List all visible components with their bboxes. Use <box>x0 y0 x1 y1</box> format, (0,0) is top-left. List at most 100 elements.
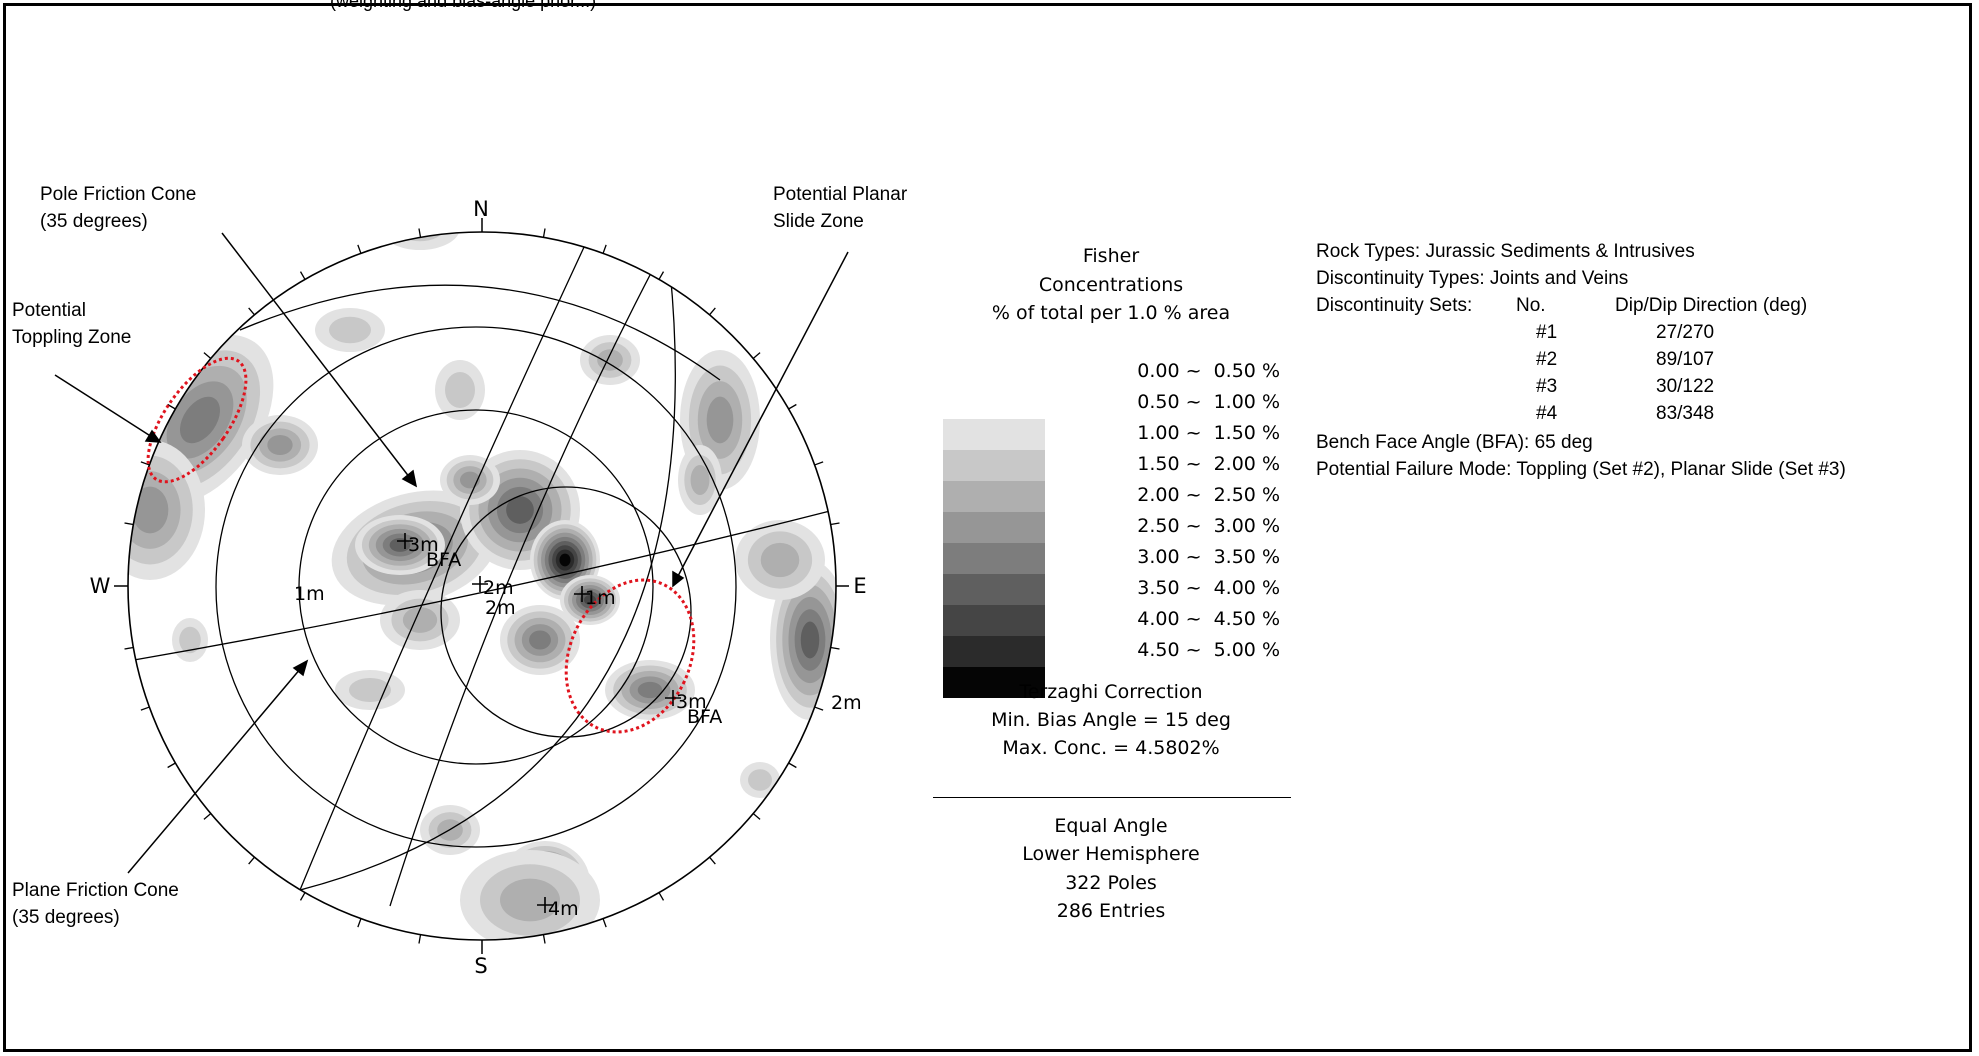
contour-blob <box>584 595 596 605</box>
azimuth-tick <box>814 461 824 466</box>
pole-cone-arrow-head <box>401 469 418 488</box>
contour-blob <box>800 621 820 659</box>
great-circles <box>133 244 831 907</box>
contour-blob <box>402 607 438 633</box>
figure-frame <box>3 3 1972 1052</box>
azimuth-tick <box>788 403 797 410</box>
legend-swatch <box>943 512 1045 543</box>
azimuth-tick <box>788 762 797 769</box>
legend-range-label: 1.00 ~ 1.50 % <box>1137 422 1280 444</box>
legend-range-label: 3.00 ~ 3.50 % <box>1137 546 1280 568</box>
planar-slide-zone-outline <box>564 578 696 734</box>
contour-blob <box>597 349 623 371</box>
legend-range-label: 3.50 ~ 4.00 % <box>1137 577 1280 599</box>
azimuth-tick <box>752 813 761 820</box>
azimuth-tick <box>814 706 824 711</box>
set-marker-label: BFA <box>426 549 461 571</box>
contour-blob <box>329 316 371 344</box>
north-label: N <box>473 197 489 221</box>
azimuth-tick <box>658 892 665 901</box>
west-label: W <box>90 574 111 598</box>
set-marker-label: 3m <box>676 691 707 713</box>
azimuth-ticks <box>124 228 840 944</box>
contour-blob <box>760 542 800 578</box>
azimuth-tick <box>542 934 546 944</box>
east-label: E <box>853 574 866 598</box>
potential-toppling-zone-label: Potential Toppling Zone <box>12 300 132 348</box>
legend-title-line-3: % of total per 1.0 % area <box>991 302 1231 324</box>
planar-arrow-line <box>676 251 849 579</box>
sets-col-dip-header: Dip/Dip Direction (deg) <box>1615 295 1808 316</box>
annotation-arrows <box>54 232 849 874</box>
contour-blob <box>506 496 534 524</box>
legend-divider <box>933 797 1291 798</box>
azimuth-tick <box>602 918 607 928</box>
azimuth-tick <box>709 307 716 316</box>
azimuth-tick <box>357 244 362 254</box>
legend-range-label: 2.50 ~ 3.00 % <box>1137 515 1280 537</box>
contour-blob <box>267 435 293 455</box>
contour-blob <box>131 486 169 534</box>
sets-col-no-header: No. <box>1516 295 1546 316</box>
legend-swatch <box>943 667 1045 698</box>
legend-range-label: 0.00 ~ 0.50 % <box>1137 360 1280 382</box>
azimuth-tick <box>203 352 212 359</box>
toppling-zone-outline <box>146 356 248 484</box>
set-marker-cross <box>472 576 488 592</box>
toppling-arrow-head <box>144 429 162 443</box>
azimuth-tick <box>418 934 422 944</box>
azimuth-tick <box>830 522 840 526</box>
contour-blob <box>445 372 475 408</box>
contour-blob <box>218 861 262 889</box>
set-marker-cross <box>574 586 590 602</box>
set-marker-label: 2m <box>831 692 862 714</box>
legend-range-label: 0.50 ~ 1.00 % <box>1137 391 1280 413</box>
azimuth-tick <box>418 228 422 238</box>
set-marker-label: 3m <box>408 534 439 556</box>
contour-blob <box>637 681 663 699</box>
set-marker-cross <box>665 690 681 706</box>
azimuth-tick <box>203 813 212 820</box>
azimuth-tick <box>830 646 840 650</box>
azimuth-tick <box>658 271 665 280</box>
pole-friction-cone-circle <box>298 409 654 765</box>
legend-swatch <box>943 481 1045 512</box>
set-dip-direction: 30/122 <box>1656 376 1715 397</box>
set-number: #2 <box>1536 349 1558 370</box>
legend-range-label: 4.00 ~ 4.50 % <box>1137 608 1280 630</box>
contour-blob <box>349 678 391 702</box>
legend-swatch <box>943 543 1045 574</box>
plane-cone-arrow-head <box>292 659 309 677</box>
legend-title-line-2: Concentrations <box>1038 274 1184 296</box>
pole-cone-arrow-line <box>221 232 411 479</box>
terzaghi-min-bias: Min. Bias Angle = 15 deg <box>991 709 1231 731</box>
toppling-arrow-line <box>54 374 153 438</box>
entries-count: 286 Entries <box>1056 900 1166 922</box>
discontinuity-sets-label: Discontinuity Sets: <box>1316 295 1473 316</box>
plane-cone-arrow-line <box>127 667 302 874</box>
legend-swatch <box>943 419 1045 450</box>
great-circle-set-4 <box>239 284 721 381</box>
legend-swatch <box>943 574 1045 605</box>
contour-blob <box>529 630 551 650</box>
contour-blob <box>559 553 571 567</box>
set-number: #1 <box>1536 322 1558 343</box>
set-number: #4 <box>1536 403 1558 424</box>
azimuth-tick <box>124 522 134 526</box>
azimuth-tick <box>167 403 176 410</box>
azimuth-tick <box>124 646 134 650</box>
set-marker-cross <box>537 897 553 913</box>
legend-swatch <box>943 636 1045 667</box>
set-marker-label: 2m <box>483 577 514 599</box>
azimuth-tick <box>140 461 150 466</box>
set-dip-direction: 89/107 <box>1656 349 1715 370</box>
azimuth-tick <box>709 856 716 865</box>
azimuth-tick <box>140 706 150 711</box>
clipped-top-text: (weighting and bias-angle prior...) <box>330 0 597 11</box>
legend-range-label: 1.50 ~ 2.00 % <box>1137 453 1280 475</box>
legend-range-label: 2.00 ~ 2.50 % <box>1137 484 1280 506</box>
poles-count: 322 Poles <box>1065 872 1157 894</box>
set-marker-label: 4m <box>548 898 579 920</box>
potential-planar-slide-zone-label: Potential Planar Slide Zone <box>773 184 908 232</box>
